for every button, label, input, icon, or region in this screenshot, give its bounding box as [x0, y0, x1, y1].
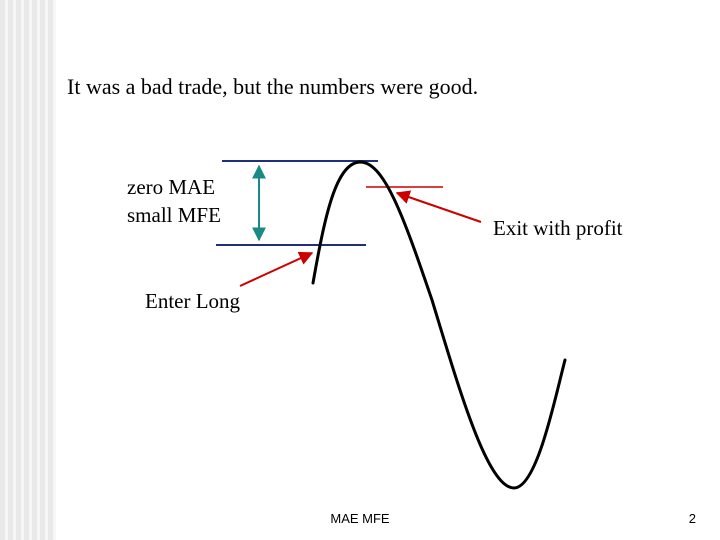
mfe-label: small MFE	[127, 203, 221, 227]
price-curve	[311, 160, 567, 490]
mae-label: zero MAE	[127, 175, 215, 199]
slide-headline: It was a bad trade, but the numbers were…	[67, 74, 479, 99]
footer-title: MAE MFE	[330, 511, 390, 526]
decorative-stripes-fade	[0, 0, 70, 540]
page-number: 2	[688, 511, 696, 526]
entry-label: Enter Long	[145, 289, 241, 313]
entry-pointer-arrow	[239, 251, 314, 287]
exit-pointer-arrow	[395, 190, 482, 223]
exit-label: Exit with profit	[493, 216, 623, 240]
